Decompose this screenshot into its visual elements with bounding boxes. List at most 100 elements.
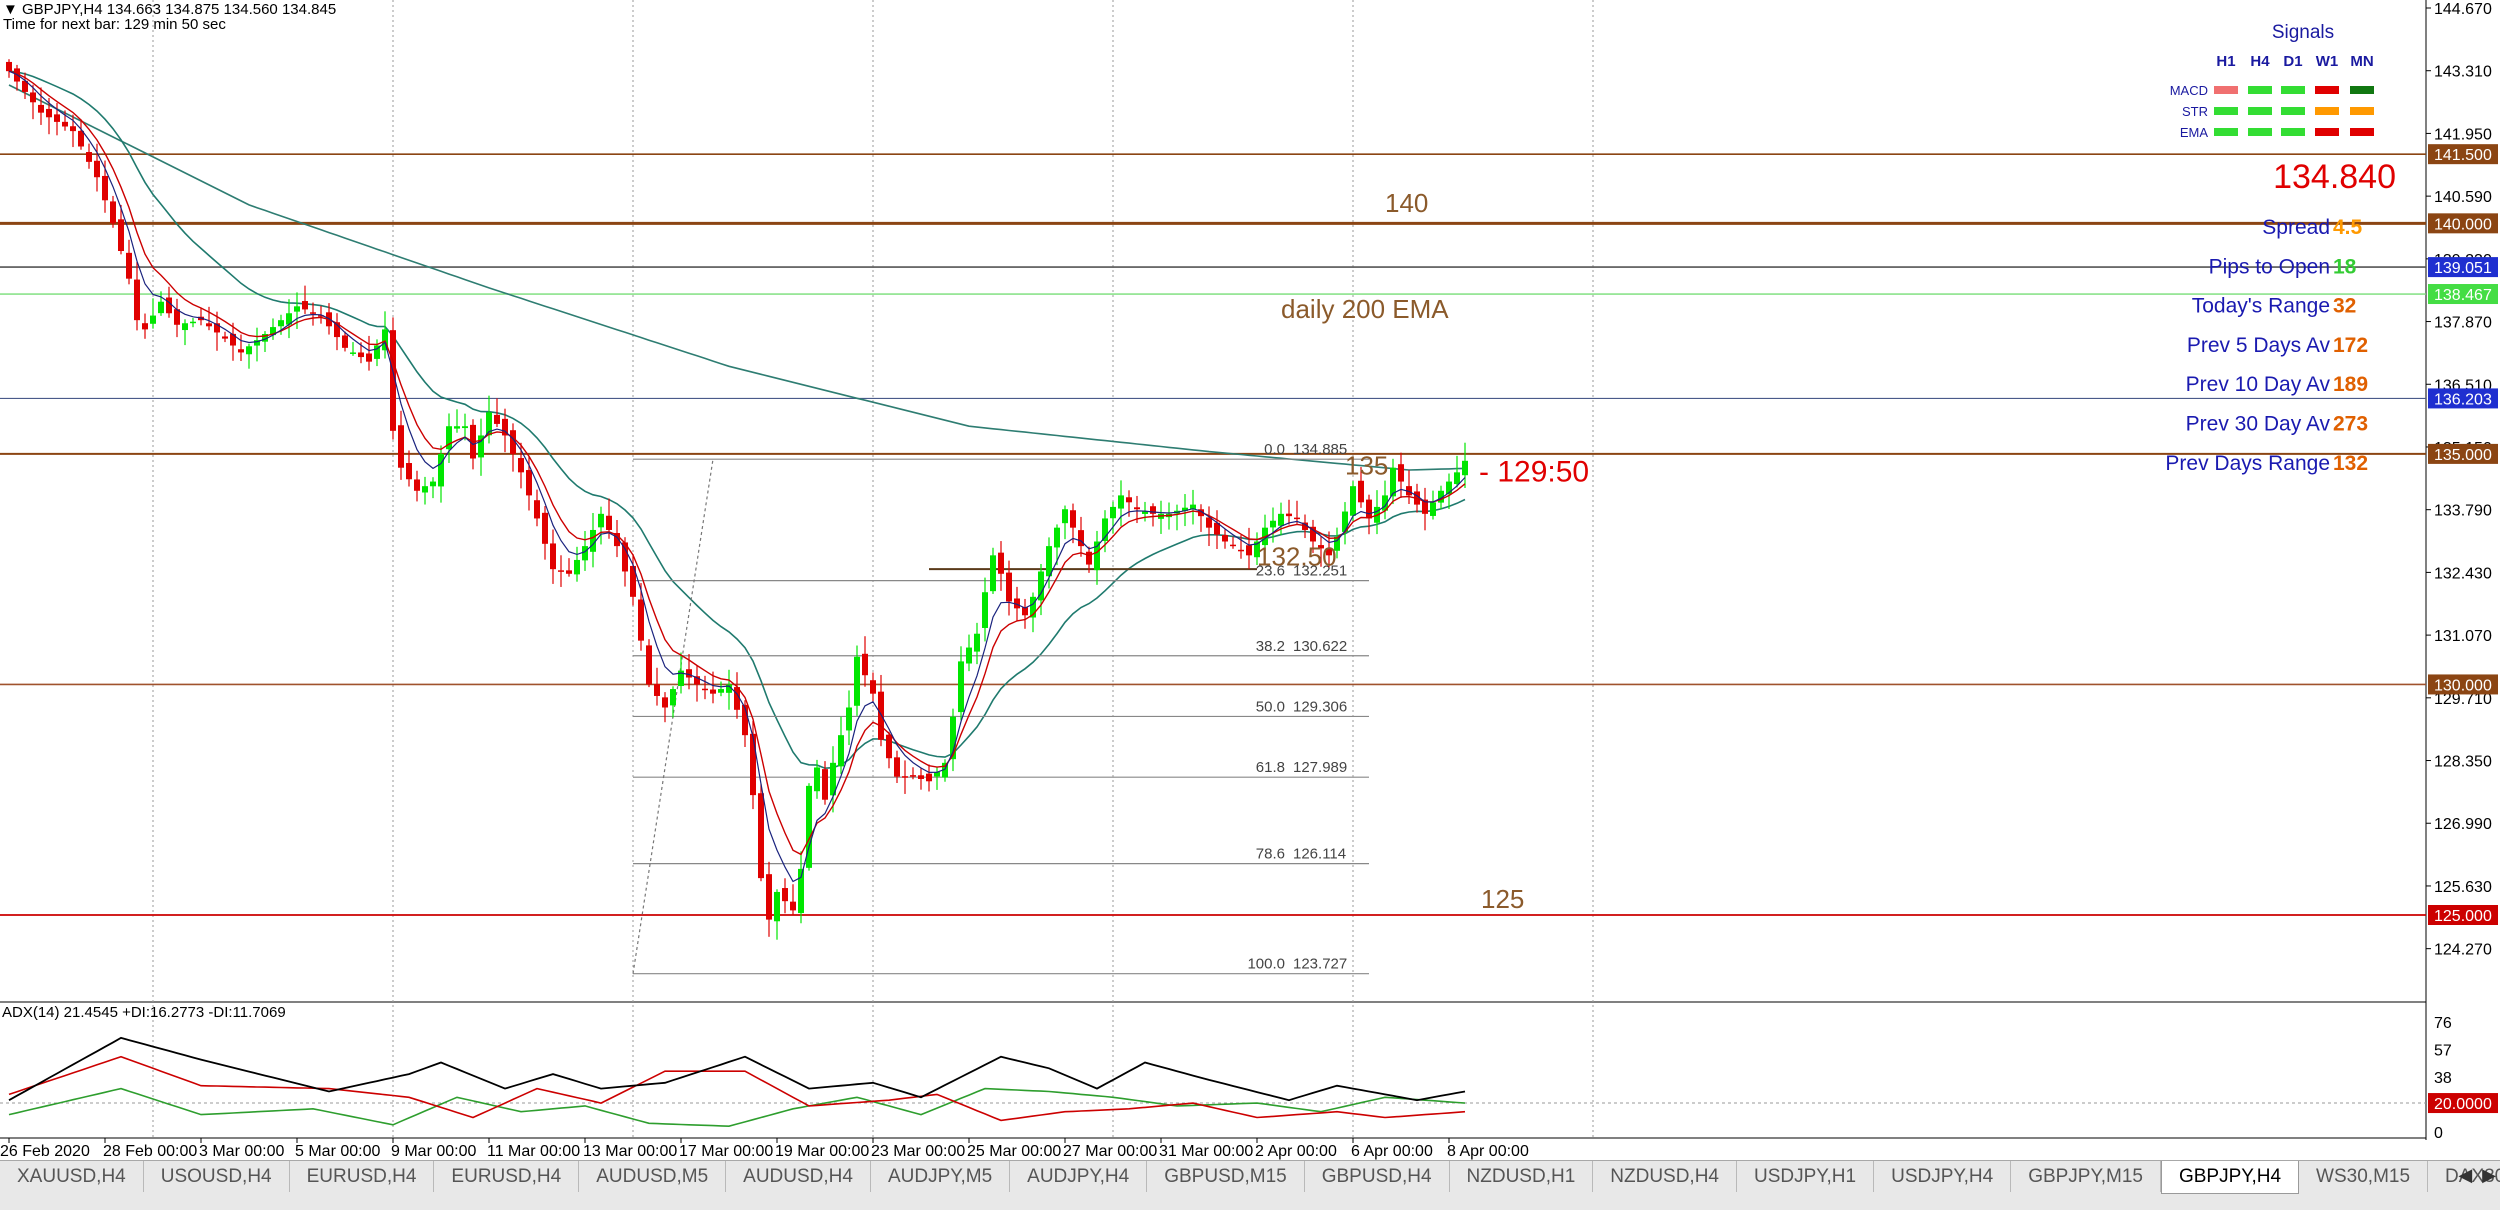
price-tick-label: 129.710 — [2434, 691, 2492, 708]
candle-bear — [1230, 544, 1236, 547]
symbol-tab[interactable]: AUDUSD,H4 — [726, 1161, 871, 1192]
candle-bear — [1398, 464, 1404, 482]
symbol-tab[interactable]: AUDUSD,M5 — [579, 1161, 727, 1192]
candle-bear — [790, 901, 796, 911]
price-tag — [2428, 443, 2498, 464]
fib-level-price: 127.989 — [1293, 759, 1347, 776]
symbol-tab[interactable]: GBPUSD,M15 — [1147, 1161, 1305, 1192]
candle-bear — [614, 533, 620, 547]
price-tag-label: 140.000 — [2434, 216, 2492, 233]
signals-column-header: D1 — [2283, 53, 2302, 70]
candle-bear — [870, 680, 876, 694]
candle-bear — [1422, 499, 1428, 514]
candle-bull — [574, 559, 580, 575]
candle-bull — [982, 592, 988, 628]
price-tag — [2428, 284, 2498, 305]
scroll-right-icon[interactable]: ▶ — [2482, 1165, 2496, 1185]
candle-bear — [366, 353, 372, 362]
price-tick-label: 140.590 — [2434, 189, 2492, 206]
symbol-tab[interactable]: NZDUSD,H4 — [1593, 1161, 1737, 1192]
candle-bear — [222, 336, 228, 339]
fib-level-price: 130.622 — [1293, 638, 1347, 655]
candle-bear — [1246, 545, 1252, 556]
candle-bear — [86, 152, 92, 162]
candle-bear — [22, 80, 28, 92]
symbol-tab[interactable]: GBPUSD,H4 — [1305, 1161, 1450, 1192]
candle-bull — [590, 529, 596, 552]
candle-bear — [878, 691, 884, 740]
symbol-tab[interactable]: USOUSD,H4 — [144, 1161, 290, 1192]
info-value: 4.5 — [2333, 216, 2363, 239]
candle-bear — [606, 515, 612, 530]
info-label: Pips to Open — [2209, 255, 2330, 278]
candle-bear — [1406, 486, 1412, 496]
fib-level-price: 134.885 — [1293, 441, 1347, 458]
trading-chart[interactable]: 0.0 134.885 23.6 132.251 38.2 130.622 50.0 129.… — [0, 0, 2500, 1160]
signals-column-header: H1 — [2216, 53, 2235, 70]
candle-bull — [190, 321, 196, 324]
time-tick-label: 9 Mar 00:00 — [391, 1143, 476, 1160]
signal-indicator — [2350, 107, 2374, 115]
signal-indicator — [2214, 86, 2238, 94]
info-value: 18 — [2333, 255, 2357, 278]
symbol-tab[interactable]: DAX30,M1 — [2428, 1161, 2500, 1192]
candle-bull — [1462, 460, 1468, 476]
adx-level-tag — [2428, 1093, 2498, 1114]
symbol-tab[interactable]: AUDJPY,M5 — [871, 1161, 1011, 1192]
price-tick-label: 126.990 — [2434, 816, 2492, 833]
symbol-tab[interactable]: EURUSD,H4 — [434, 1161, 580, 1192]
symbol-tab[interactable]: EURUSD,H4 — [290, 1161, 435, 1192]
candle-bear — [558, 570, 564, 572]
candle-bear — [862, 653, 868, 676]
symbol-tab[interactable]: WS30,M15 — [2299, 1161, 2429, 1192]
candle-bull — [846, 707, 852, 731]
symbol-tab[interactable]: NZDUSD,H1 — [1450, 1161, 1594, 1192]
candle-bear — [54, 114, 60, 122]
price-tick-label: 132.430 — [2434, 565, 2492, 582]
price-tag-label: 136.203 — [2434, 391, 2492, 408]
signal-indicator — [2350, 86, 2374, 94]
candle-bear — [734, 687, 740, 710]
candle-bull — [462, 426, 468, 429]
price-tag — [2428, 388, 2498, 409]
symbol-tab[interactable]: USDJPY,H4 — [1874, 1161, 2012, 1192]
candle-bull — [382, 329, 388, 351]
candle-bull — [934, 772, 940, 777]
candle-bull — [1446, 481, 1452, 494]
candle-bear — [1294, 517, 1300, 520]
time-tick-label: 13 Mar 00:00 — [583, 1143, 677, 1160]
candle-bear — [1358, 480, 1364, 503]
candle-bear — [1318, 545, 1324, 549]
symbol-tab[interactable]: GBPJPY,H4 — [2160, 1161, 2300, 1194]
symbol-tab[interactable]: XAUUSD,H4 — [0, 1161, 144, 1192]
time-tick-label: 28 Feb 00:00 — [103, 1143, 197, 1160]
candle-bear — [654, 684, 660, 696]
time-tick-label: 31 Mar 00:00 — [1159, 1143, 1253, 1160]
scroll-left-icon[interactable]: ◀ — [2458, 1165, 2473, 1185]
candle-bear — [62, 121, 68, 127]
symbol-tab[interactable]: USDJPY,H1 — [1737, 1161, 1875, 1192]
info-label: Prev 5 Days Av — [2187, 334, 2331, 357]
candle-bear — [166, 297, 172, 314]
candle-bear — [550, 543, 556, 570]
symbol-tab[interactable]: AUDJPY,H4 — [1010, 1161, 1148, 1192]
info-value: 132 — [2333, 452, 2368, 475]
price-tick-label: 125.630 — [2434, 879, 2492, 896]
candle-bear — [918, 775, 924, 779]
candle-bear — [526, 470, 532, 496]
candle-bear — [1126, 497, 1132, 503]
price-tag — [2428, 213, 2498, 234]
candle-bear — [38, 104, 44, 113]
time-tick-label: 6 Apr 00:00 — [1351, 1143, 1433, 1160]
candle-bear — [310, 312, 316, 314]
candle-bull — [854, 656, 860, 706]
signal-indicator — [2248, 107, 2272, 115]
symbol-tab[interactable]: GBPJPY,M15 — [2011, 1161, 2161, 1192]
candle-bear — [174, 309, 180, 325]
price-tag-label: 125.000 — [2434, 908, 2492, 925]
candle-bear — [102, 175, 108, 201]
info-label: Prev Days Range — [2165, 452, 2330, 475]
adx-tick-label: 57 — [2434, 1043, 2452, 1060]
candle-bull — [670, 689, 676, 706]
candle-bear — [358, 352, 364, 358]
